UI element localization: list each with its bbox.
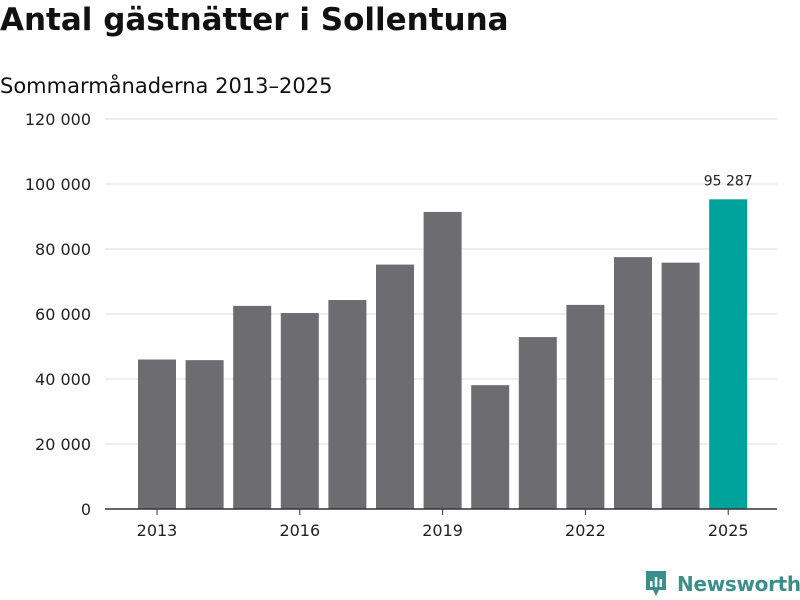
- y-tick-label: 120 000: [25, 110, 91, 129]
- data-labels: 95 287: [704, 173, 753, 189]
- bar-2013: [138, 359, 176, 509]
- newsworthy-logo-icon: [646, 571, 666, 596]
- bar-2023: [614, 257, 652, 509]
- bar-2024: [661, 262, 700, 509]
- x-tick-label: 2016: [279, 521, 320, 540]
- bar-2015: [233, 305, 272, 509]
- x-tick-label: 2019: [422, 521, 463, 540]
- bar-2019: [423, 211, 462, 509]
- bar-2017: [328, 300, 367, 509]
- bars: [138, 199, 748, 509]
- bar-2020: [471, 385, 510, 509]
- data-label: 95 287: [704, 173, 753, 189]
- x-tick-label: 2022: [565, 521, 606, 540]
- y-axis-ticks: 0 20 000 40 000 60 000 80 000 100 000 120 000: [25, 110, 91, 519]
- brand-name: Newsworthy: [677, 572, 800, 596]
- x-axis-ticks: 2013 2016 2019 2022 2025: [137, 509, 749, 540]
- newsworthy-brand: Newsworthy: [644, 568, 800, 600]
- bar-2025: [709, 199, 748, 509]
- y-tick-label: 40 000: [35, 370, 91, 389]
- bar-2016: [280, 313, 319, 509]
- x-tick-label: 2025: [708, 521, 749, 540]
- y-tick-label: 20 000: [35, 435, 91, 454]
- bar-2022: [566, 304, 605, 509]
- chart-subtitle: Sommarmånaderna 2013–2025: [0, 74, 333, 98]
- x-tick-label: 2013: [137, 521, 178, 540]
- y-tick-label: 80 000: [35, 240, 91, 259]
- chart-title: Antal gästnätter i Sollentuna: [0, 2, 509, 38]
- bar-2014: [185, 360, 224, 509]
- y-tick-label: 100 000: [25, 175, 91, 194]
- y-tick-label: 60 000: [35, 305, 91, 324]
- y-tick-label: 0: [81, 500, 91, 519]
- bar-2018: [376, 264, 414, 509]
- bar-2021: [518, 337, 557, 509]
